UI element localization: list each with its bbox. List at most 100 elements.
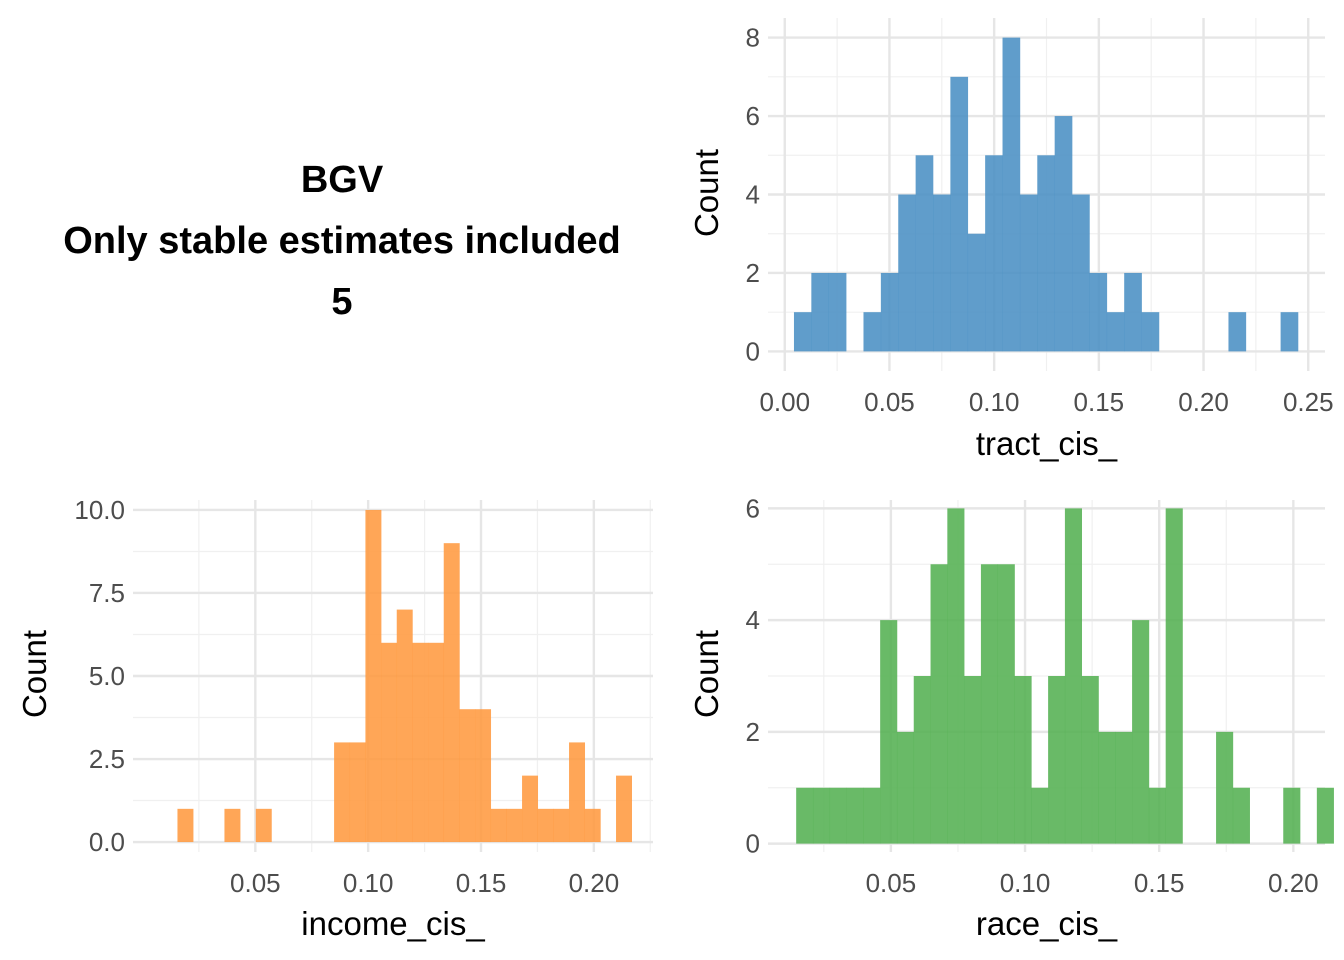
x-tick-label: 0.20: [569, 868, 620, 898]
histogram-bar: [349, 742, 366, 843]
histogram-bar: [537, 808, 554, 843]
histogram-bar: [365, 509, 382, 843]
histogram-bar: [863, 787, 881, 844]
title-line-2: Only stable estimates included: [63, 220, 621, 262]
x-tick-label: 0.20: [1268, 868, 1319, 898]
x-tick-label: 0.15: [1134, 868, 1185, 898]
y-tick-label: 10.0: [74, 495, 125, 525]
histogram-bar: [828, 272, 847, 352]
histogram-bar: [490, 808, 507, 843]
x-tick-label: 0.20: [1178, 387, 1229, 417]
y-tick-label: 2: [746, 717, 760, 747]
histogram-bar: [1019, 194, 1038, 352]
x-axis-label: income_cis_: [301, 905, 485, 942]
histogram-bar: [898, 194, 916, 352]
histogram-bar: [396, 609, 413, 843]
histogram-bar: [412, 642, 429, 843]
x-tick-label: 0.25: [1283, 387, 1334, 417]
histogram-bar: [522, 775, 539, 843]
histogram-bar: [569, 742, 586, 843]
y-tick-label: 6: [746, 101, 760, 131]
histogram-bar: [933, 194, 951, 352]
histogram-bar: [930, 564, 948, 844]
histogram-bar: [1165, 508, 1183, 844]
histogram-bar: [1228, 312, 1247, 352]
histogram-bar: [1098, 731, 1116, 844]
histogram-bar: [796, 787, 814, 844]
y-tick-label: 2: [746, 258, 760, 288]
histogram-bar: [1216, 731, 1234, 844]
x-tick-label: 0.10: [343, 868, 394, 898]
histogram-bar: [947, 508, 965, 844]
histogram-bar: [1148, 787, 1166, 844]
x-tick-label: 0.15: [456, 868, 507, 898]
histogram-bar: [913, 676, 931, 844]
page-title: BGV Only stable estimates included 5: [0, 150, 684, 333]
y-axis-label: Count: [688, 149, 725, 237]
histogram-bar: [1037, 155, 1055, 352]
histogram-bar: [459, 709, 476, 843]
y-axis-label: Count: [688, 630, 725, 718]
histogram-bar: [1283, 787, 1301, 844]
x-tick-label: 0.10: [969, 387, 1020, 417]
histogram-bar: [997, 564, 1015, 844]
histogram-bar: [584, 808, 601, 843]
histogram-bar: [1141, 312, 1160, 352]
histogram-bar: [1316, 787, 1334, 844]
histogram-bar: [506, 808, 523, 843]
histogram-bar: [616, 775, 632, 843]
histogram-bar: [1081, 676, 1099, 844]
histogram-bar: [896, 731, 915, 844]
histogram-bar: [224, 808, 241, 843]
y-tick-label: 6: [746, 493, 760, 523]
title-line-3: 5: [331, 281, 353, 323]
histogram-bar: [1054, 116, 1073, 352]
y-tick-label: 4: [746, 605, 760, 635]
histogram-bar: [880, 272, 899, 352]
histogram-bar: [812, 787, 831, 844]
histogram-bar: [846, 787, 864, 844]
histogram-bar: [829, 787, 847, 844]
panel-income-histogram: 0.05 0.10 0.15 0.20 0.0 2.5 5.0 7.5 10.0 income_c…: [16, 495, 653, 942]
histogram-bar: [1014, 676, 1032, 844]
y-tick-label: 0: [746, 336, 760, 366]
histogram-bar: [475, 709, 492, 843]
x-tick-label: 0.05: [866, 868, 917, 898]
histogram-bar: [1002, 37, 1021, 352]
histogram-bar: [1089, 272, 1108, 352]
histogram-bar: [443, 543, 460, 843]
x-tick-label: 0.15: [1074, 387, 1125, 417]
y-tick-label: 8: [746, 23, 760, 53]
y-tick-label: 0.0: [89, 827, 125, 857]
histogram-bar: [863, 312, 882, 352]
histogram-bar: [811, 272, 830, 352]
histogram-bar: [1132, 620, 1150, 844]
y-tick-label: 5.0: [89, 661, 125, 691]
histogram-bar: [1280, 312, 1299, 352]
histogram-bar: [1031, 787, 1049, 844]
y-tick-label: 4: [746, 180, 760, 210]
title-line-1: BGV: [300, 159, 384, 201]
histogram-bar: [880, 620, 898, 844]
x-axis-label: tract_cis_: [976, 425, 1118, 462]
y-tick-label: 2.5: [89, 744, 125, 774]
histogram-bar: [793, 312, 812, 352]
panel-tract-histogram: 0.00 0.05 0.10 0.15 0.20 0.25 0 2 4 6 8 tract_cis_ C…: [688, 18, 1334, 462]
histogram-bar: [334, 742, 351, 843]
histogram-bar: [1115, 731, 1133, 844]
x-tick-label: 0.05: [230, 868, 281, 898]
x-tick-label: 0.05: [864, 387, 915, 417]
histogram-bar: [553, 808, 570, 843]
histogram-bar: [980, 564, 999, 844]
y-axis-label: Count: [16, 630, 53, 718]
x-tick-label: 0.00: [759, 387, 810, 417]
panel-race-histogram: 0.05 0.10 0.15 0.20 0 2 4 6 race_cis_ Count: [688, 493, 1334, 942]
histogram-bar: [964, 676, 982, 844]
histogram-bar: [1124, 272, 1142, 352]
histogram-bar: [915, 155, 934, 352]
histogram-bar: [985, 155, 1003, 352]
histogram-bar: [255, 808, 272, 843]
y-tick-label: 7.5: [89, 578, 125, 608]
y-tick-label: 0: [746, 829, 760, 859]
